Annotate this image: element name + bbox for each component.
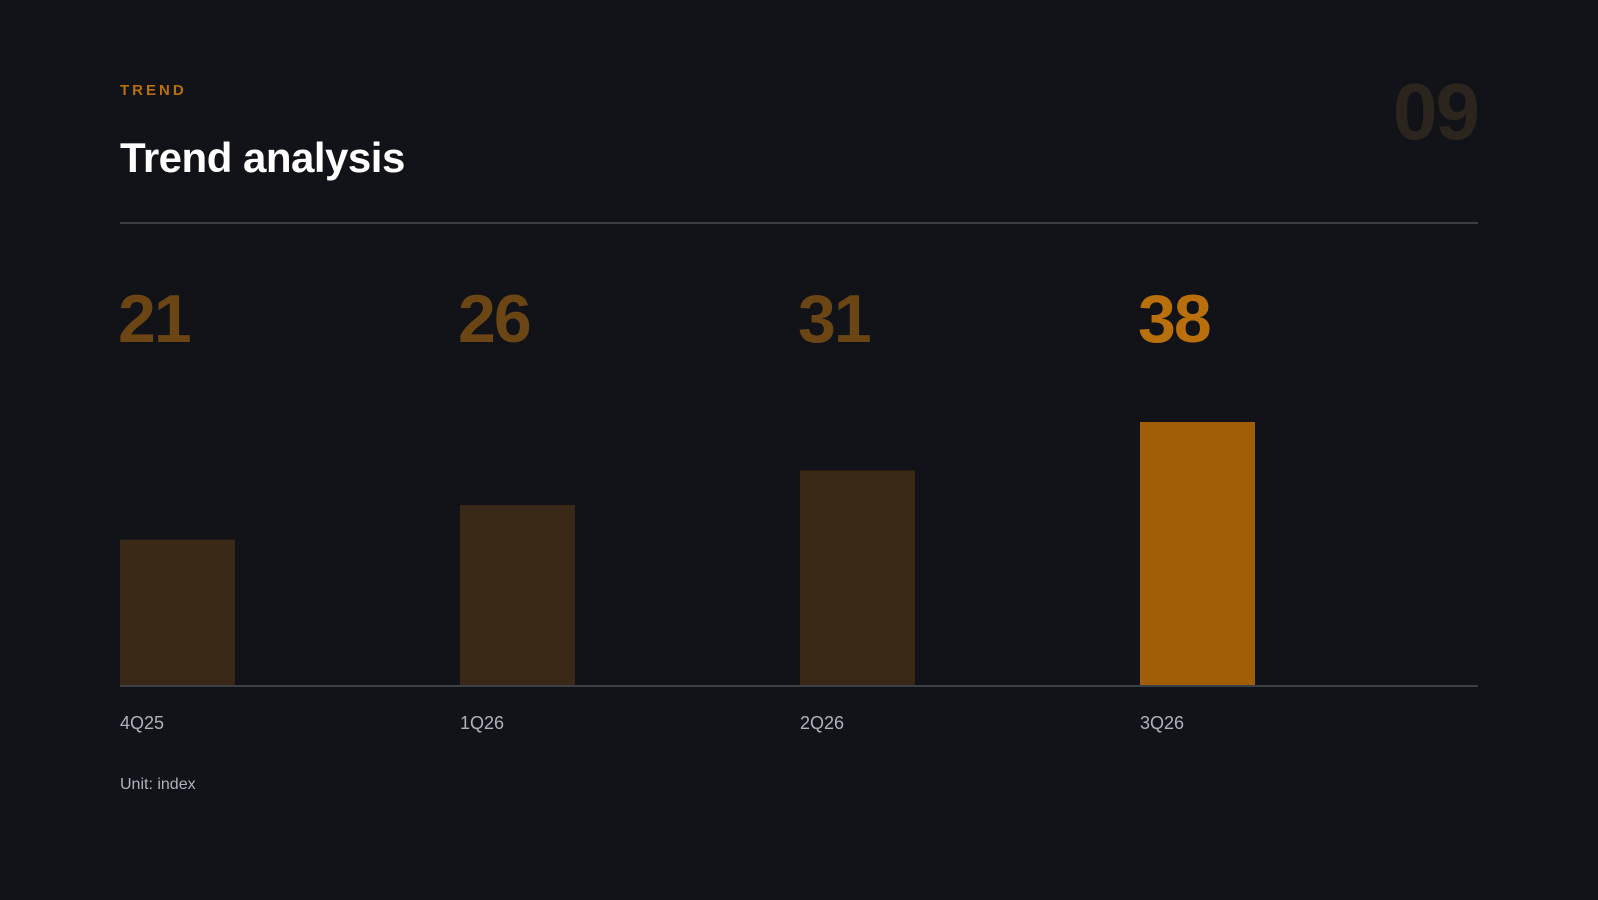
unit-note: Unit: index [120, 776, 196, 793]
category-label-1q26: 1Q26 [460, 713, 504, 733]
value-label-1q26: 26 [458, 281, 530, 357]
value-label-2q26: 31 [798, 281, 870, 357]
value-label-3q26: 38 [1138, 281, 1210, 357]
bar-3q26 [1140, 422, 1255, 685]
category-label-3q26: 3Q26 [1140, 713, 1184, 733]
bar-1q26 [460, 505, 575, 685]
category-label-4q25: 4Q25 [120, 713, 164, 733]
category-label-2q26: 2Q26 [800, 713, 844, 733]
labels-layer: 21 4Q25 26 1Q26 31 2Q26 38 3Q26 [118, 281, 1212, 733]
bars-layer [120, 422, 1255, 685]
value-label-4q25: 21 [118, 281, 190, 357]
section-eyebrow: TREND [120, 82, 187, 99]
page-number: 09 [1393, 67, 1480, 156]
title-divider [120, 222, 1478, 224]
bar-4q25 [120, 539, 235, 685]
bar-2q26 [800, 470, 915, 685]
page-title: Trend analysis [120, 134, 405, 181]
